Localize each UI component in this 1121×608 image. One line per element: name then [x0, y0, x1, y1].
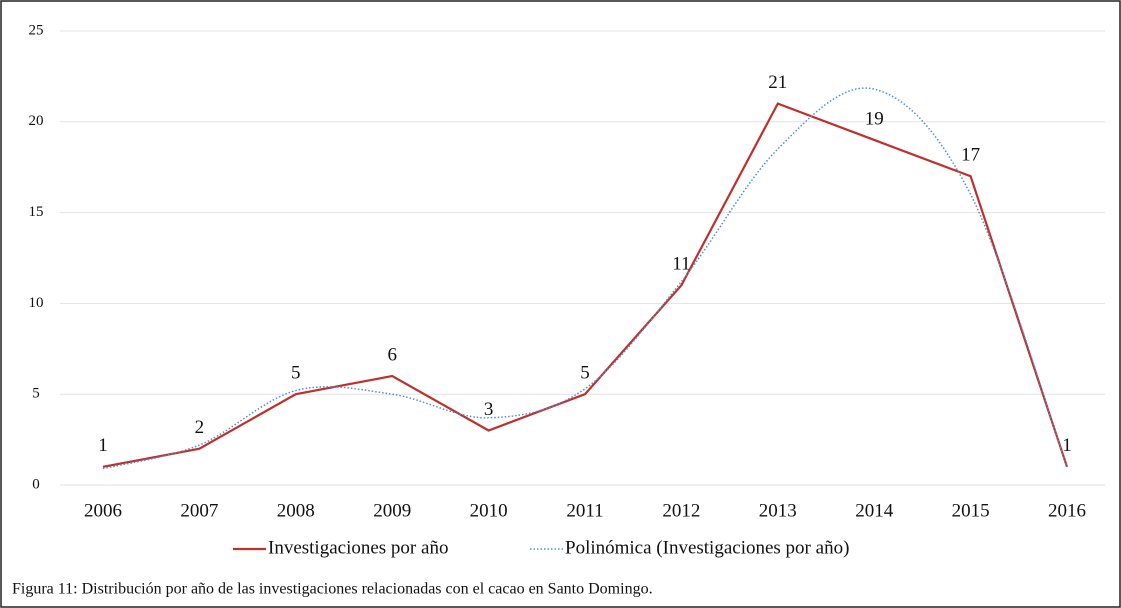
x-tick-label: 2012: [662, 500, 700, 521]
y-tick-label: 10: [29, 295, 44, 311]
x-tick-label: 2015: [952, 500, 990, 521]
legend-label: Investigaciones por año: [268, 537, 448, 558]
series-line: [102, 87, 1068, 470]
y-tick-label: 5: [32, 386, 40, 402]
data-label: 17: [961, 145, 980, 166]
x-tick-label: 2009: [373, 500, 411, 521]
data-label: 11: [672, 254, 690, 275]
x-tick-label: 2013: [759, 500, 797, 521]
series-line: [102, 102, 1069, 468]
data-label: 3: [484, 399, 494, 420]
data-label: 5: [580, 363, 590, 384]
x-tick-label: 2016: [1048, 500, 1086, 521]
caption: Figura 11: Distribución por año de las i…: [12, 581, 653, 598]
data-label: 19: [865, 108, 884, 129]
y-tick-label: 20: [29, 113, 44, 129]
y-tick-label: 15: [29, 204, 44, 220]
data-label: 5: [291, 363, 301, 384]
data-label: 1: [98, 435, 108, 456]
data-label: 1: [1062, 435, 1072, 456]
data-label: 21: [768, 72, 787, 93]
data-label: 6: [387, 344, 397, 365]
y-tick-label: 0: [32, 476, 40, 492]
x-tick-label: 2014: [855, 500, 894, 521]
x-tick-label: 2011: [566, 500, 603, 521]
x-tick-label: 2008: [277, 500, 315, 521]
x-tick-label: 2010: [470, 500, 508, 521]
data-label: 2: [195, 417, 205, 438]
legend-label: Polinómica (Investigaciones por año): [565, 537, 849, 558]
y-tick-label: 25: [29, 22, 44, 38]
x-tick-label: 2006: [84, 500, 122, 521]
x-tick-label: 2007: [180, 500, 218, 521]
